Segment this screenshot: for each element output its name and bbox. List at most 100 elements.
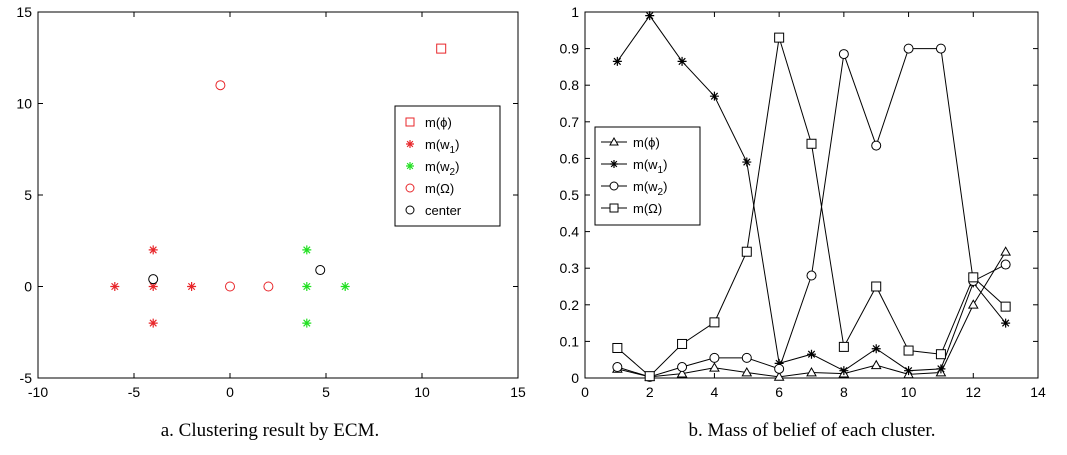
data-point (709, 352, 720, 363)
data-point (839, 366, 849, 376)
legend-marker (609, 136, 619, 146)
data-point (1000, 246, 1012, 256)
y-tick-label: 5 (24, 187, 32, 203)
scatter-point (148, 245, 158, 255)
x-tick-label: -10 (28, 384, 48, 400)
y-tick-label: 0.9 (560, 41, 580, 57)
caption-b: b. Mass of belief of each cluster. (689, 420, 936, 441)
data-point (903, 345, 914, 356)
data-point (838, 341, 849, 352)
data-point (677, 338, 688, 349)
data-point (838, 49, 849, 60)
legend-label: m(Ω) (633, 201, 662, 216)
y-tick-label: 0 (571, 370, 579, 386)
data-point (742, 157, 752, 167)
legend-marker (405, 205, 415, 215)
legend-a: m(ϕ) m(w1) m(w2) m(Ω) center (394, 105, 501, 227)
legend-marker (405, 183, 415, 193)
legend-label: m(w2) (633, 179, 667, 198)
data-point (774, 363, 785, 374)
x-tick-label: 0 (226, 384, 234, 400)
data-point (774, 32, 785, 43)
y-tick-label: 15 (16, 4, 32, 20)
scatter-point (302, 245, 312, 255)
data-point (806, 138, 817, 149)
scatter-point (215, 80, 226, 91)
data-point (1000, 259, 1011, 270)
scatter-point (302, 318, 312, 328)
scatter-point (225, 281, 235, 292)
x-tick-label: 4 (711, 384, 719, 400)
legend-marker (405, 117, 415, 127)
x-tick-label: 12 (965, 384, 981, 400)
x-tick-label: -5 (128, 384, 141, 400)
data-point (870, 359, 882, 370)
data-point (904, 366, 914, 376)
data-point (967, 299, 979, 309)
data-point (903, 43, 914, 54)
legend-marker (406, 162, 414, 170)
data-point (677, 56, 687, 66)
y-tick-label: 0.8 (560, 77, 580, 93)
legend-label: m(ϕ) (633, 135, 660, 150)
data-point (871, 344, 881, 354)
legend-marker (610, 160, 618, 168)
scatter-point (110, 282, 120, 291)
scatter-point (436, 43, 447, 54)
data-point (709, 91, 719, 101)
data-point (806, 367, 817, 377)
scatter-chart-clustering: -10 -5 0 5 10 15-5051015m(ϕ)m(w1)m(w2)m(Ω)cen… (16, 4, 526, 400)
legend-label: center (425, 203, 462, 218)
data-point (741, 246, 752, 257)
data-point (968, 272, 979, 283)
y-tick-label: 1 (571, 4, 579, 20)
y-tick-label: 0.6 (560, 150, 580, 166)
data-point (871, 140, 882, 151)
data-point (774, 358, 784, 368)
scatter-point (315, 265, 326, 276)
legend-label: m(ϕ) (425, 115, 452, 130)
y-tick-label: 0.3 (560, 260, 580, 276)
scatter-point (263, 281, 274, 292)
x-tick-label: 6 (775, 384, 783, 400)
line-chart-mass-of-belief: 0 2 4 6 8 10 12 14 0 0.1 0.2 0.3 0.4 0.5 0.6 0.7 0.8 0.9 1… (560, 4, 1046, 400)
data-point (709, 362, 720, 372)
data-point (645, 11, 655, 21)
y-tick-label: 0.1 (560, 333, 580, 349)
data-point (807, 349, 816, 359)
legend-marker (609, 181, 619, 191)
legend-marker (609, 203, 619, 213)
scatter-point (148, 274, 159, 285)
scatter-point (148, 318, 158, 328)
legend-b: m(ϕ) m(w1) m(w2) m(Ω) (594, 126, 701, 226)
data-point (741, 352, 752, 363)
data-point (1001, 318, 1011, 328)
data-point (612, 342, 623, 353)
x-tick-label: 10 (901, 384, 917, 400)
scatter-point (187, 282, 197, 291)
x-tick-label: 8 (840, 384, 848, 400)
x-tick-label: 0 (581, 384, 589, 400)
scatter-point (302, 282, 312, 291)
x-tick-label: 15 (510, 384, 526, 400)
y-tick-label: 0.2 (560, 297, 580, 313)
y-tick-label: 0.7 (560, 114, 580, 130)
data-point (709, 317, 720, 328)
data-point (871, 281, 882, 292)
legend-marker (406, 140, 414, 148)
data-point (773, 371, 785, 381)
y-tick-label: 0.5 (560, 187, 580, 203)
data-point (935, 349, 946, 360)
data-point (612, 362, 623, 373)
data-point (676, 368, 688, 378)
data-point (936, 364, 946, 374)
data-point (644, 371, 655, 382)
y-tick-label: 0 (24, 279, 32, 295)
legend-label: m(w2) (425, 159, 459, 178)
x-tick-label: 2 (646, 384, 654, 400)
x-tick-label: 10 (414, 384, 430, 400)
scatter-point (148, 282, 158, 291)
data-point (806, 270, 817, 281)
caption-a: a. Clustering result by ECM. (161, 420, 379, 441)
